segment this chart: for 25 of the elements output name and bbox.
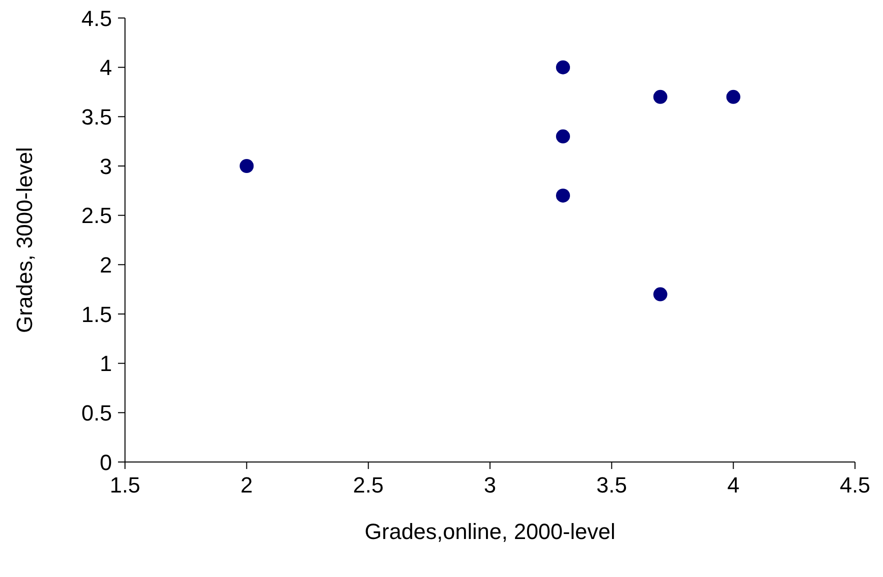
y-tick-label: 0 (100, 450, 112, 475)
x-axis-title: Grades,online, 2000-level (364, 519, 616, 544)
x-tick-label: 4.5 (840, 472, 870, 498)
point (240, 159, 254, 173)
y-tick-label: 3 (100, 154, 112, 179)
point (556, 129, 570, 144)
y-tick-label: 4.5 (81, 6, 112, 31)
y-tick-label: 2 (100, 252, 112, 278)
x-tick-label: 4 (727, 472, 740, 498)
y-tick-label: 2.5 (81, 203, 112, 228)
point (726, 90, 740, 104)
x-tick-label: 3.5 (596, 472, 627, 498)
y-tick-label: 3.5 (81, 104, 112, 130)
point (653, 287, 668, 302)
y-tick-label: 4 (100, 55, 112, 80)
x-tick-label: 3 (484, 472, 496, 498)
point (556, 60, 570, 74)
x-tick-label: 2.5 (353, 472, 384, 498)
y-tick-label: 1 (100, 351, 112, 376)
x-tick-label: 2 (240, 472, 253, 498)
y-tick-label: 1.5 (81, 302, 112, 327)
y-axis-title: Grades, 3000-level (12, 147, 37, 333)
point (556, 188, 570, 203)
y-tick-label: 0.5 (81, 400, 112, 426)
point (653, 90, 668, 104)
